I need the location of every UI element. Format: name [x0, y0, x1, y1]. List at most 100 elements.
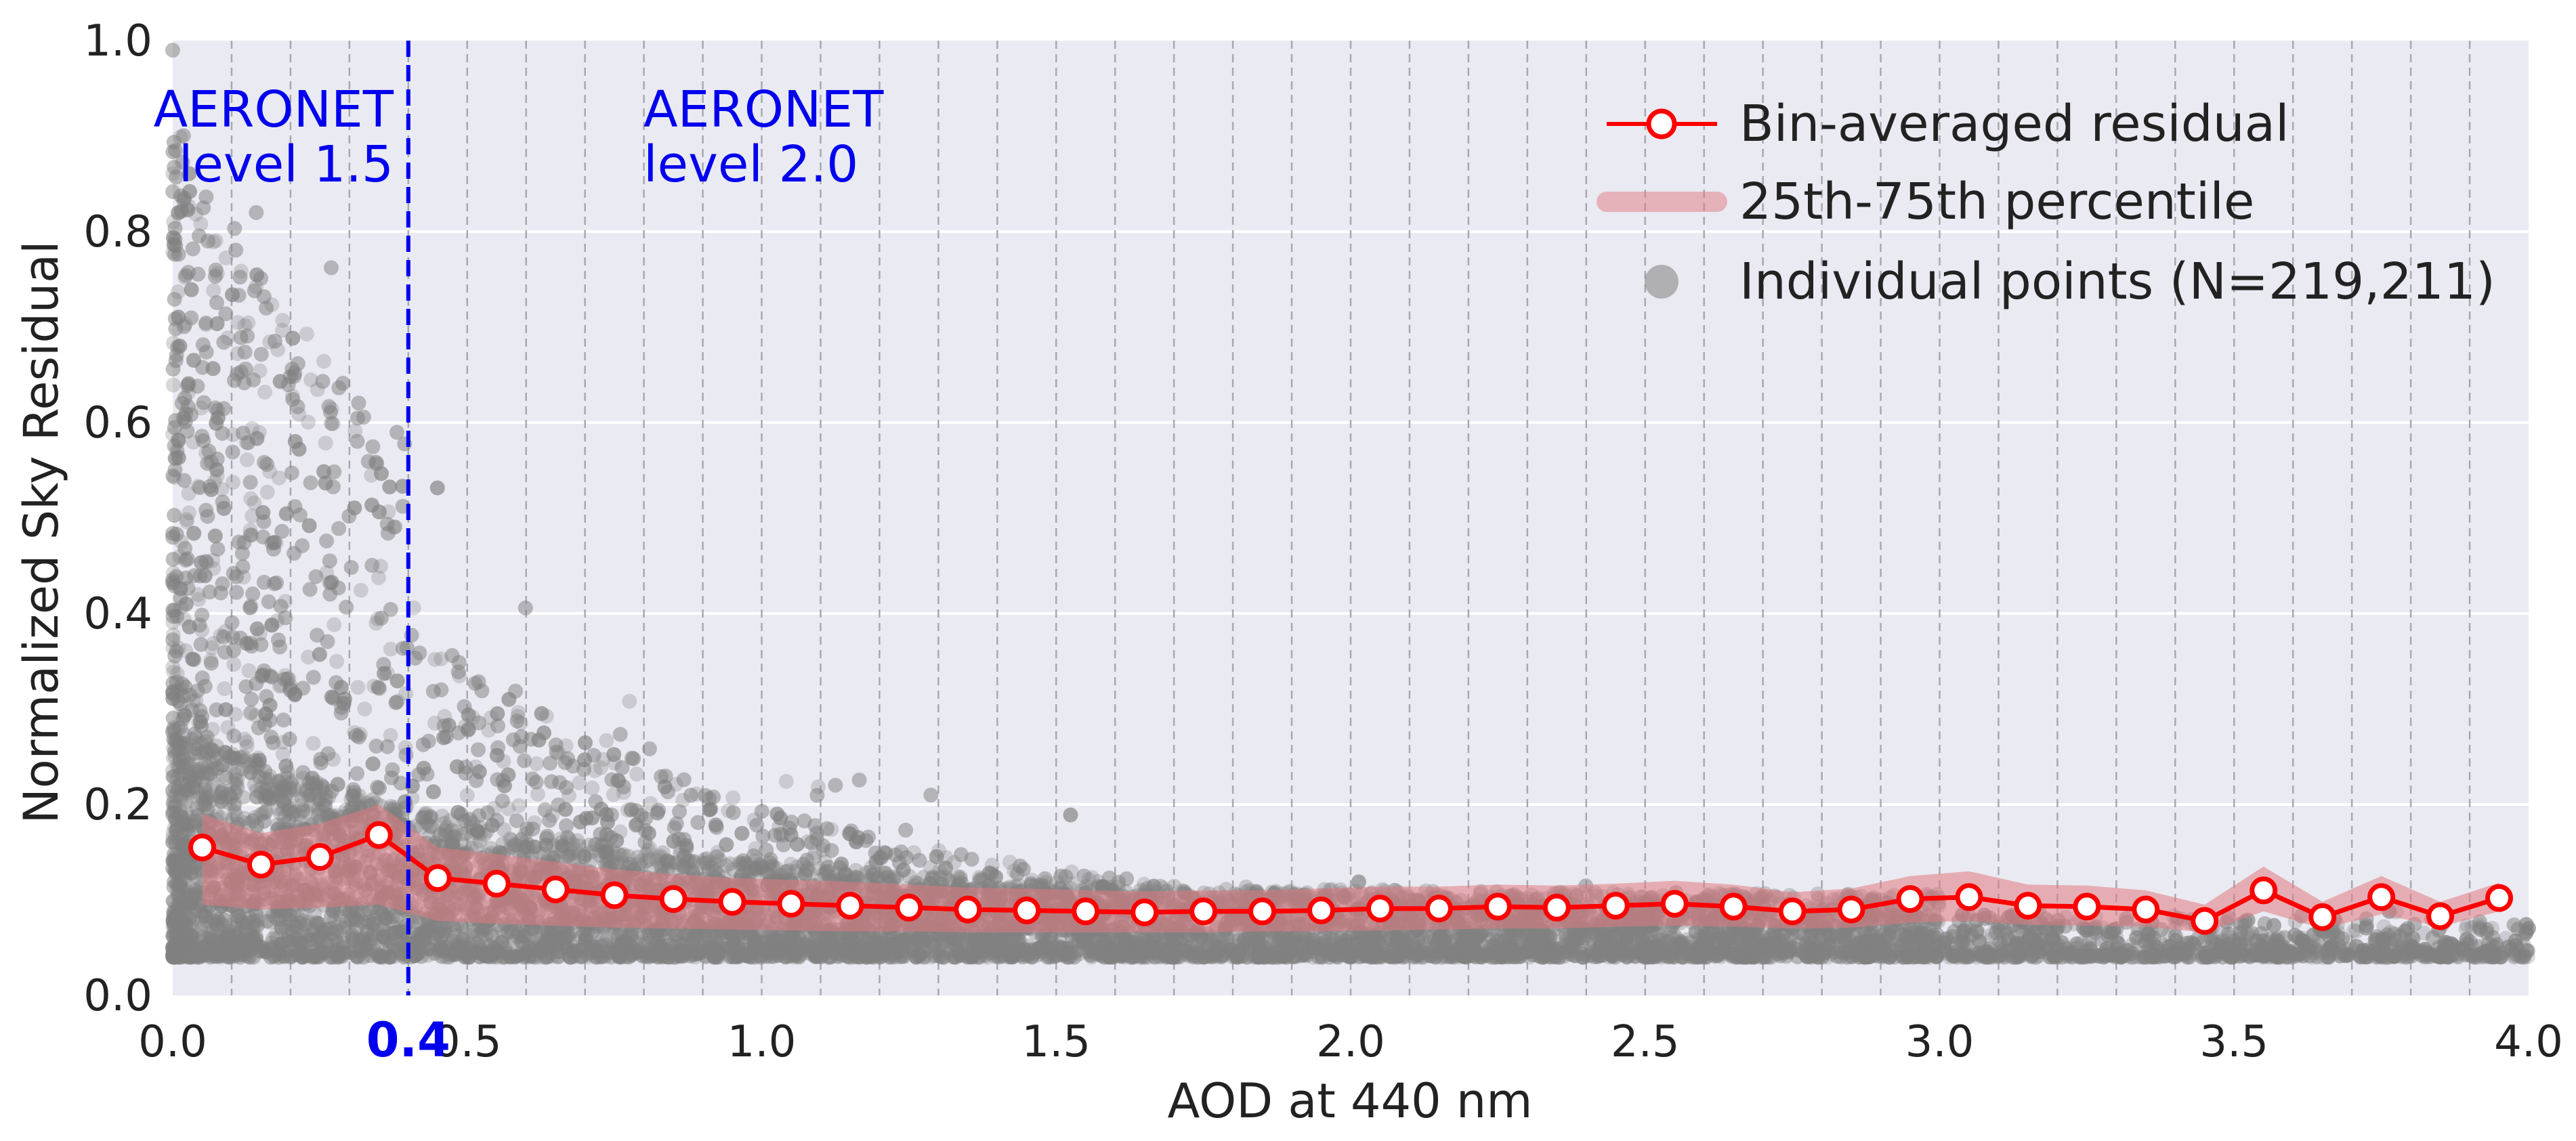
data-point: [1978, 945, 1993, 960]
data-point: [182, 896, 198, 911]
data-point: [269, 781, 284, 797]
data-point: [2196, 949, 2212, 965]
data-point: [1649, 949, 1665, 965]
data-point: [366, 679, 382, 694]
data-point: [452, 668, 467, 684]
data-point: [640, 926, 656, 942]
data-point: [204, 640, 219, 655]
data-point: [220, 720, 236, 735]
data-point: [241, 663, 257, 679]
data-point: [268, 535, 284, 551]
data-point: [165, 825, 181, 840]
data-point: [1666, 928, 1682, 943]
data-point: [2157, 949, 2172, 964]
data-point: [1523, 931, 1539, 947]
data-point: [1281, 947, 1296, 962]
data-point: [187, 949, 203, 965]
data-point: [1082, 944, 1097, 960]
data-point: [239, 452, 255, 467]
data-point: [1851, 949, 1867, 965]
data-point: [883, 945, 898, 960]
data-point: [177, 270, 193, 285]
data-point: [370, 611, 385, 626]
data-point: [1500, 949, 1516, 965]
data-point: [2406, 939, 2422, 955]
data-point: [1288, 937, 1304, 953]
data-point: [167, 943, 183, 959]
data-point: [1229, 945, 1244, 961]
data-point: [923, 949, 939, 965]
data-point: [2288, 941, 2304, 957]
data-point: [867, 943, 883, 959]
data-point: [783, 935, 799, 951]
data-point: [2065, 949, 2080, 964]
data-point: [778, 945, 793, 961]
data-point: [907, 945, 923, 960]
data-point: [1165, 937, 1180, 953]
data-point: [1534, 949, 1550, 965]
data-point: [1485, 930, 1501, 945]
data-point: [1330, 947, 1346, 962]
data-point: [368, 616, 384, 631]
data-point: [1261, 948, 1275, 964]
data-point: [1000, 949, 1016, 965]
data-point: [643, 948, 659, 963]
data-point: [866, 940, 881, 955]
data-point: [1416, 949, 1432, 965]
data-point: [1867, 933, 1882, 949]
data-point: [1322, 943, 1337, 959]
data-point: [1116, 946, 1132, 962]
data-point: [1689, 942, 1705, 957]
data-point: [1115, 942, 1131, 957]
data-point: [173, 913, 189, 929]
data-point: [1971, 925, 1987, 941]
data-point: [208, 945, 224, 961]
data-point: [2159, 948, 2175, 964]
data-point: [2223, 949, 2238, 965]
data-point: [172, 549, 188, 564]
data-point: [1962, 922, 1978, 938]
data-point: [1617, 945, 1632, 961]
data-point: [1232, 947, 1247, 962]
data-point: [1713, 949, 1729, 964]
data-point: [2048, 924, 2064, 939]
data-point: [329, 653, 345, 669]
data-point: [167, 820, 182, 835]
data-point: [2078, 923, 2094, 939]
data-point: [721, 803, 736, 819]
data-point: [168, 834, 184, 849]
data-point: [2412, 943, 2428, 958]
data-point: [275, 313, 291, 328]
data-point: [324, 402, 339, 416]
data-point: [165, 377, 181, 393]
data-point: [221, 942, 236, 957]
data-point: [2166, 945, 2182, 961]
data-point: [225, 949, 240, 965]
data-point: [165, 808, 180, 823]
data-point: [1477, 948, 1493, 963]
data-point: [220, 330, 236, 345]
data-point: [385, 519, 401, 535]
data-point: [2178, 945, 2193, 961]
data-point: [305, 944, 320, 960]
data-point: [486, 947, 502, 962]
data-point: [259, 484, 275, 500]
data-point: [2178, 948, 2194, 964]
data-point: [517, 940, 532, 955]
data-point: [1956, 934, 1971, 950]
data-point: [353, 933, 368, 948]
data-point: [1103, 948, 1119, 964]
data-point: [673, 944, 689, 960]
data-point: [325, 416, 341, 431]
data-point: [278, 593, 293, 609]
data-point: [622, 693, 637, 709]
data-point: [1209, 949, 1225, 964]
data-point: [527, 815, 543, 830]
data-point: [952, 946, 967, 962]
data-point: [1874, 946, 1889, 962]
data-point: [2170, 941, 2184, 956]
data-point: [2104, 947, 2119, 963]
data-point: [1622, 938, 1638, 953]
data-point: [254, 779, 270, 795]
data-point: [2432, 949, 2448, 965]
